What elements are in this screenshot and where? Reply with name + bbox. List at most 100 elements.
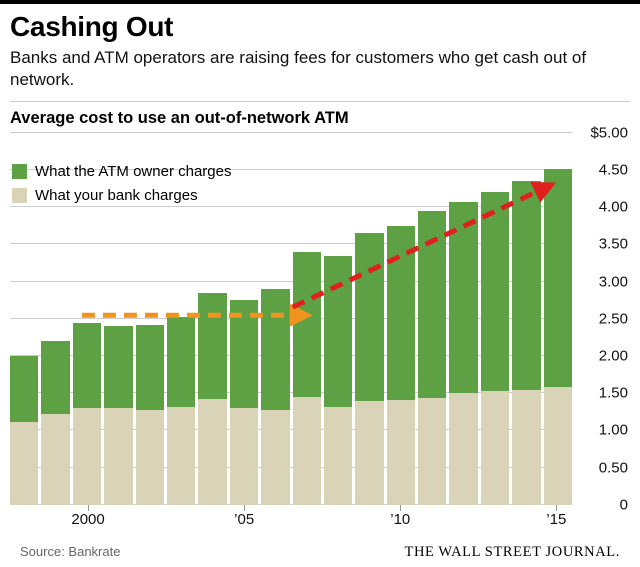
bank-charge-segment <box>229 408 259 505</box>
bank-charge-segment <box>104 408 133 505</box>
wsj-brand: THE WALL STREET JOURNAL. <box>404 543 620 560</box>
bank-charge-segment <box>261 409 290 505</box>
x-tick-mark <box>88 504 90 511</box>
x-tick-mark <box>556 504 558 511</box>
atm-owner-charge-segment <box>41 341 70 415</box>
legend-item-atm-owner: What the ATM owner charges <box>12 163 231 180</box>
atm-owner-charge-segment <box>418 211 447 398</box>
atm-owner-charge-segment <box>10 356 39 422</box>
bar-2014 <box>512 133 541 505</box>
x-tick-label: ’15 <box>546 510 567 528</box>
gridline <box>10 243 572 245</box>
bank-charge-segment <box>198 399 227 505</box>
atm-owner-charge-segment <box>198 292 227 400</box>
x-tick-label: 2000 <box>71 510 105 528</box>
bar-2015 <box>543 133 573 505</box>
chart: What the ATM owner charges What your ban… <box>10 124 630 532</box>
atm-owner-charge-segment <box>480 191 510 392</box>
y-tick-label: 3.00 <box>598 273 628 291</box>
bank-charge-segment <box>449 393 478 505</box>
bank-charge-segment <box>386 399 416 505</box>
y-tick-label: 4.50 <box>598 161 628 179</box>
bank-charge-segment <box>72 408 102 505</box>
bar-1998 <box>10 133 39 505</box>
bar-2003 <box>166 133 196 505</box>
bar-2001 <box>104 133 133 505</box>
page-title: Cashing Out <box>10 11 174 42</box>
bank-charge-segment <box>355 400 384 505</box>
bar-2011 <box>418 133 447 505</box>
y-tick-label: 1.00 <box>598 421 628 439</box>
atm-owner-charge-segment <box>104 326 133 409</box>
gridline <box>10 131 572 133</box>
atm-owner-charge-segment <box>386 225 416 400</box>
bar-2004 <box>198 133 227 505</box>
top-border <box>0 0 640 4</box>
y-tick-label: 2.50 <box>598 310 628 328</box>
divider <box>10 100 630 102</box>
bank-charge-segment <box>166 406 196 505</box>
gridline <box>10 280 572 282</box>
legend-item-bank: What your bank charges <box>12 187 231 204</box>
atm-owner-charge-segment <box>355 233 384 401</box>
atm-owner-charge-segment <box>449 202 478 394</box>
chart-heading-row: Average cost to use an out-of-network AT… <box>10 102 630 133</box>
atm-owner-charge-segment <box>166 317 196 407</box>
x-tick-mark <box>244 504 246 511</box>
y-tick-label: 3.50 <box>598 235 628 253</box>
bar-2000 <box>72 133 102 505</box>
plot-column: What the ATM owner charges What your ban… <box>10 131 573 532</box>
bar-2007 <box>292 133 321 505</box>
gridline <box>10 466 572 468</box>
atm-owner-charge-segment <box>72 322 102 409</box>
plot-area: What the ATM owner charges What your ban… <box>10 131 573 505</box>
gridline <box>10 503 572 505</box>
bar-2009 <box>355 133 384 505</box>
footer: Source: Bankrate THE WALL STREET JOURNAL… <box>10 532 630 561</box>
atm-owner-charge-segment <box>261 289 290 410</box>
bar-2002 <box>135 133 164 505</box>
y-tick-label: $5.00 <box>590 124 628 142</box>
gridline <box>10 392 572 394</box>
bank-charge-segment <box>512 389 541 505</box>
y-axis: $5.00 4.50 4.00 3.50 3.00 2.50 2.00 1.50 1.00 0.5… <box>572 124 630 513</box>
bar-2012 <box>449 133 478 505</box>
bank-charge-segment <box>418 397 447 505</box>
gridline <box>10 206 572 208</box>
bank-charge-segment <box>323 406 353 505</box>
legend-swatch-beige <box>12 187 27 203</box>
bank-charge-segment <box>41 414 70 505</box>
legend-label-atm-owner: What the ATM owner charges <box>35 162 232 180</box>
chart-title: Average cost to use an out-of-network AT… <box>10 108 349 127</box>
page: Cashing Out Banks and ATM operators are … <box>0 11 640 561</box>
x-tick-label: ’10 <box>390 510 411 528</box>
gridline <box>10 355 572 357</box>
source-credit: Source: Bankrate <box>20 543 121 559</box>
bank-charge-segment <box>480 391 510 505</box>
bar-1999 <box>41 133 70 505</box>
atm-owner-charge-segment <box>323 255 353 407</box>
y-tick-label: 0.50 <box>598 459 628 477</box>
atm-owner-charge-segment <box>512 181 541 390</box>
subtitle: Banks and ATM operators are raising fees… <box>10 48 587 90</box>
atm-owner-charge-segment <box>292 251 321 397</box>
x-tick-mark <box>400 504 402 511</box>
y-tick-label: 0 <box>619 496 628 514</box>
bar-2013 <box>480 133 510 505</box>
bar-2008 <box>323 133 353 505</box>
atm-owner-charge-segment <box>135 324 164 410</box>
x-tick-label: ’05 <box>234 510 255 528</box>
gridline <box>10 429 572 431</box>
bank-charge-segment <box>10 421 39 505</box>
bar-2006 <box>261 133 290 505</box>
legend: What the ATM owner charges What your ban… <box>12 163 231 211</box>
bar-2010 <box>386 133 416 505</box>
bar-2005 <box>229 133 259 505</box>
y-tick-label: 4.00 <box>598 198 628 216</box>
x-axis: 2000 ’05 ’10 ’15 <box>10 504 572 532</box>
atm-owner-charge-segment <box>543 168 573 388</box>
legend-swatch-green <box>12 163 27 179</box>
y-tick-label: 2.00 <box>598 347 628 365</box>
legend-label-bank: What your bank charges <box>35 186 198 204</box>
bank-charge-segment <box>543 387 573 505</box>
